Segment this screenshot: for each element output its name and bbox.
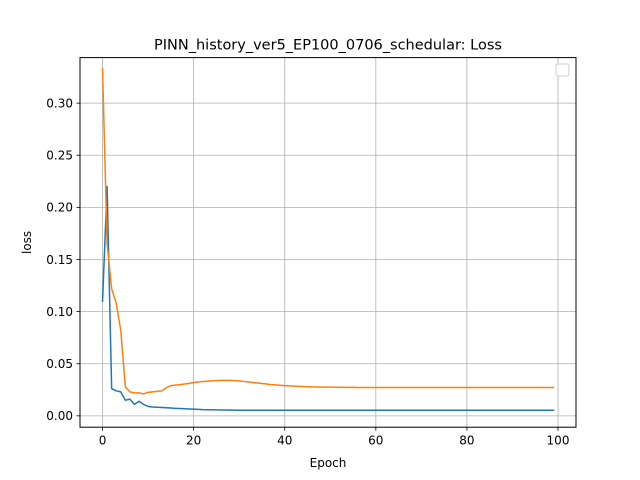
x-tick-label: 100 — [547, 434, 570, 448]
y-tick-label: 0.05 — [46, 357, 73, 371]
series-line-1 — [101, 185, 555, 411]
y-tick-label: 0.30 — [46, 96, 73, 110]
grid-lines — [80, 57, 576, 428]
chart-title: PINN_history_ver5_EP100_0706_schedular: … — [154, 38, 502, 54]
x-tick-label: 20 — [186, 434, 201, 448]
x-tick-label: 60 — [368, 434, 383, 448]
y-tick-label: 0.20 — [46, 201, 73, 215]
y-tick-label: 0.00 — [46, 409, 73, 423]
y-tick-label: 0.15 — [46, 253, 73, 267]
x-axis-label: Epoch — [310, 456, 347, 470]
series-lines — [101, 67, 555, 411]
legend-box — [555, 63, 570, 77]
y-axis-label: loss — [20, 231, 34, 254]
y-tick-label: 0.25 — [46, 149, 73, 163]
series-line-2 — [101, 67, 555, 395]
x-tick-label: 40 — [277, 434, 292, 448]
y-tick-label: 0.10 — [46, 305, 73, 319]
axis-ticks: 0 20 40 60 80 100 0.00 0.05 0.10 0.15 0.20 0.25 0.30 — [46, 96, 569, 447]
plot-frame — [79, 57, 577, 428]
x-tick-label: 80 — [459, 434, 474, 448]
x-tick-label: 0 — [99, 434, 107, 448]
